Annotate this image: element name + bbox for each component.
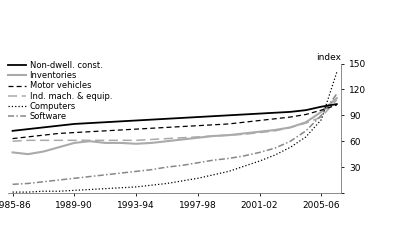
Text: index: index [316, 53, 341, 62]
Legend: Non-dwell. const., Inventories, Motor vehicles, Ind. mach. & equip., Computers, : Non-dwell. const., Inventories, Motor ve… [8, 61, 112, 121]
